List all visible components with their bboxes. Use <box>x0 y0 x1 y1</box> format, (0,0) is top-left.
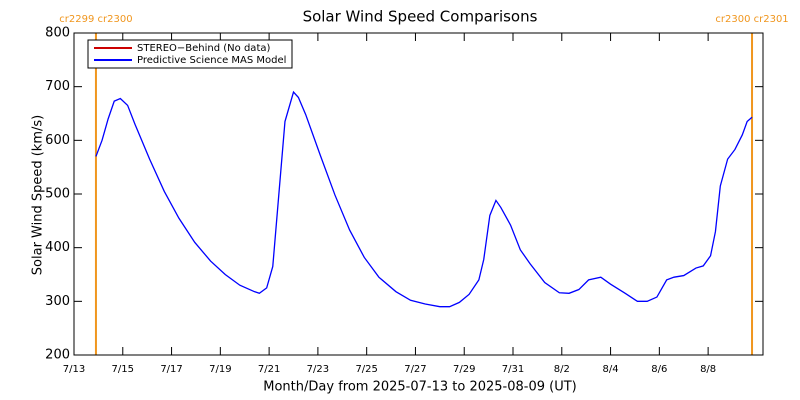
legend-box <box>87 39 293 69</box>
x-tick-label: 7/23 <box>307 364 329 375</box>
chart-title: Solar Wind Speed Comparisons <box>303 8 538 26</box>
axes-frame <box>73 32 764 356</box>
series-line <box>95 90 753 308</box>
y-tick-label: 600 <box>45 133 70 148</box>
x-tick-label: 8/2 <box>554 364 570 375</box>
x-tick-label: 8/6 <box>651 364 667 375</box>
y-tick-label: 500 <box>45 187 70 202</box>
x-axis-label: Month/Day from 2025-07-13 to 2025-08-09 … <box>263 380 576 395</box>
y-tick-label: 400 <box>45 240 70 255</box>
y-tick-label: 300 <box>45 294 70 309</box>
x-tick-label: 7/19 <box>209 364 231 375</box>
x-tick-label: 7/13 <box>63 364 85 375</box>
x-tick-label: 7/27 <box>404 364 426 375</box>
x-tick-label: 7/31 <box>502 364 524 375</box>
x-tick-label: 7/29 <box>453 364 475 375</box>
x-tick-label: 7/21 <box>258 364 280 375</box>
y-tick-label: 800 <box>45 26 70 41</box>
carrington-label: cr2300 cr2301 <box>715 14 788 25</box>
y-tick-label: 200 <box>45 348 70 363</box>
legend-label: STEREO−Behind (No data) <box>137 43 270 54</box>
x-tick-label: 8/8 <box>700 364 716 375</box>
y-axis-label: Solar Wind Speed (km/s) <box>31 115 46 275</box>
y-tick-label: 700 <box>45 79 70 94</box>
x-tick-label: 7/25 <box>355 364 377 375</box>
x-tick-label: 7/15 <box>112 364 134 375</box>
legend-label: Predictive Science MAS Model <box>137 55 286 66</box>
carrington-label: cr2299 cr2300 <box>59 14 132 25</box>
x-tick-label: 7/17 <box>160 364 182 375</box>
x-tick-label: 8/4 <box>603 364 619 375</box>
